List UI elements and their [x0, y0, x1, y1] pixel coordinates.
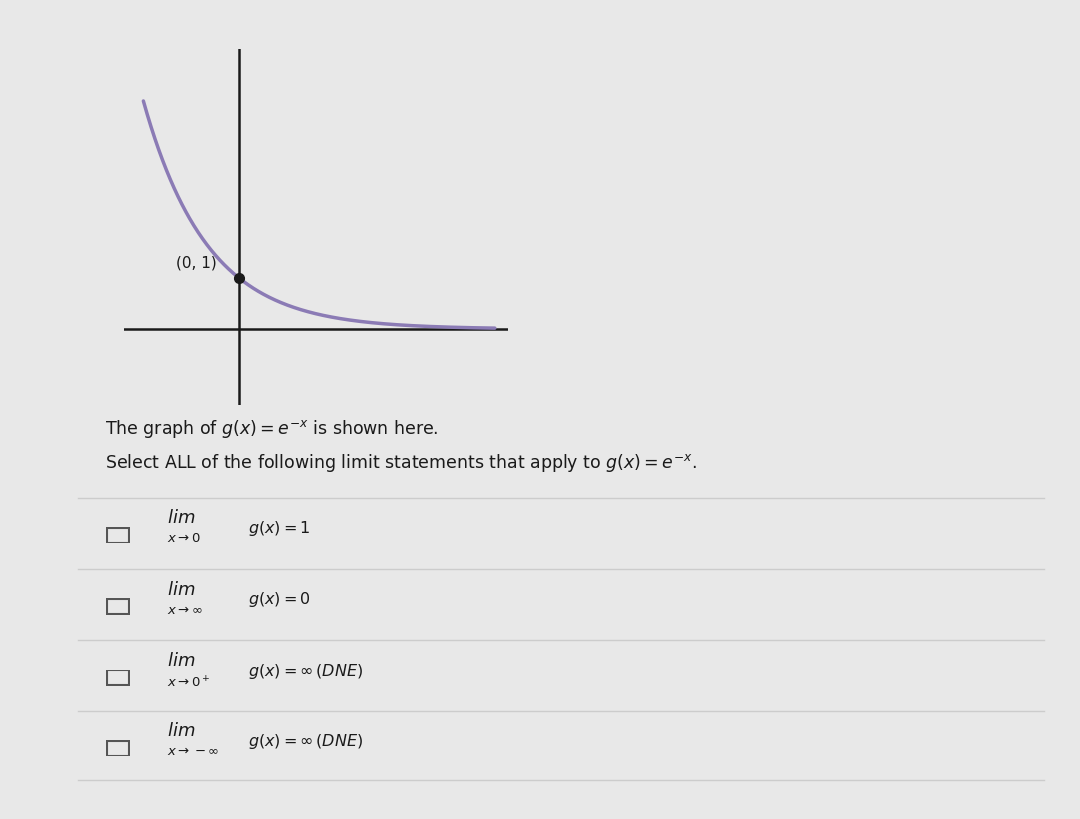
Text: $x \to 0^+$: $x \to 0^+$ [167, 675, 211, 690]
Text: $x \to -\infty$: $x \to -\infty$ [167, 745, 219, 758]
Text: $g(x) = 0$: $g(x) = 0$ [248, 590, 311, 609]
Text: $x \to 0$: $x \to 0$ [167, 532, 201, 545]
Text: $\mathit{lim}$: $\mathit{lim}$ [167, 509, 195, 527]
Text: The graph of $g(x) = e^{-x}$ is shown here.: The graph of $g(x) = e^{-x}$ is shown he… [105, 418, 438, 440]
Text: $g(x) = \infty\,(DNE)$: $g(x) = \infty\,(DNE)$ [248, 732, 364, 751]
Text: $x \to \infty$: $x \to \infty$ [167, 604, 203, 617]
Text: $g(x) = \infty\,(DNE)$: $g(x) = \infty\,(DNE)$ [248, 662, 364, 681]
Text: (0, 1): (0, 1) [176, 256, 217, 270]
Text: $\mathit{lim}$: $\mathit{lim}$ [167, 722, 195, 740]
Text: $\mathit{lim}$: $\mathit{lim}$ [167, 652, 195, 670]
Text: $\mathit{lim}$: $\mathit{lim}$ [167, 581, 195, 599]
Text: Select ALL of the following limit statements that apply to $g(x) = e^{-x}$.: Select ALL of the following limit statem… [105, 452, 697, 474]
Text: $g(x) = 1$: $g(x) = 1$ [248, 519, 311, 538]
